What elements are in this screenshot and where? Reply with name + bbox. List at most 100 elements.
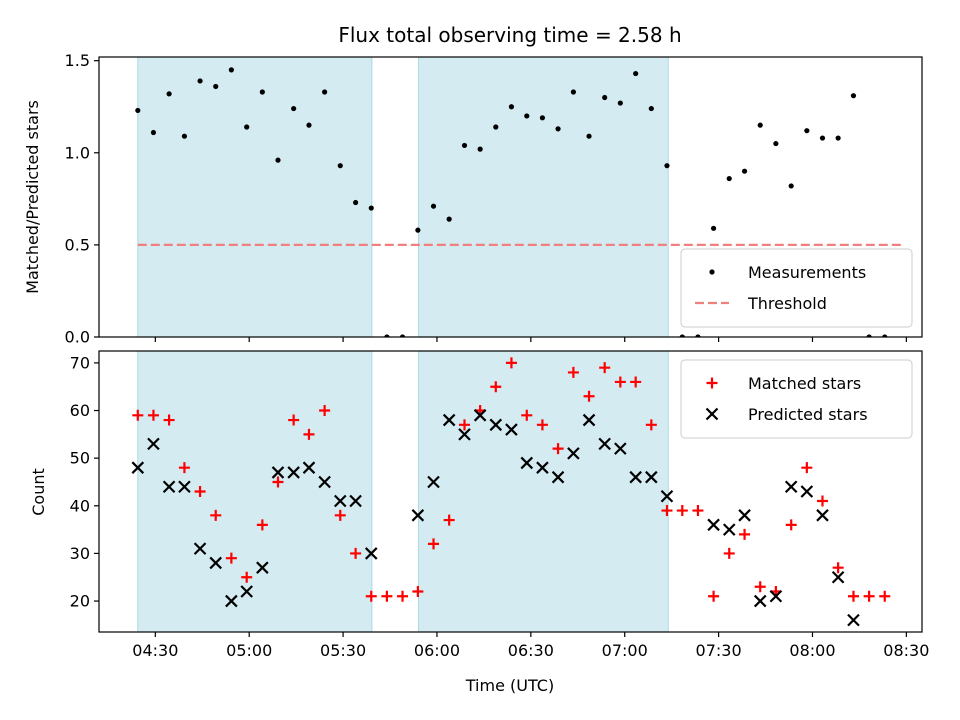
point-count-s0-46 [847, 590, 859, 602]
bottom-y-axis-label: Count [29, 468, 48, 516]
point-count-s0-3 [178, 462, 190, 474]
point-ratio-s0-2 [166, 91, 172, 97]
point-count-s0-5 [210, 509, 222, 521]
point-ratio-s0-13 [337, 163, 343, 169]
point-count-s1-26 [567, 447, 580, 460]
point-ratio-s0-32 [633, 70, 639, 77]
point-count-s1-15 [364, 547, 378, 560]
point-count-s0-38 [723, 547, 735, 559]
point-count-s1-9 [271, 466, 285, 479]
point-count-s0-27 [552, 443, 564, 455]
point-count-s1-33 [707, 518, 720, 532]
point-count-s0-20 [443, 514, 455, 526]
point-ratio-s0-20 [446, 216, 452, 222]
point-count-s0-32 [630, 376, 642, 388]
legend-label-count-1: Predicted stars [748, 405, 868, 424]
point-ratio-s0-29 [586, 133, 592, 139]
point-ratio-s0-24 [508, 104, 515, 110]
point-ratio-s0-23 [493, 124, 499, 130]
point-count-s1-20 [473, 409, 487, 422]
point-count-s1-27 [582, 413, 596, 427]
point-count-s0-33 [645, 419, 657, 431]
point-count-s1-7 [240, 585, 253, 598]
point-ratio-s0-8 [259, 89, 265, 95]
point-count-s1-3 [178, 480, 191, 494]
point-ratio-s0-1 [150, 129, 157, 136]
point-count-s1-13 [333, 494, 347, 508]
point-count-s0-42 [785, 519, 797, 531]
point-ratio-s0-42 [788, 183, 794, 189]
point-count-s1-36 [753, 594, 767, 608]
x-tick-label-1: 05:00 [226, 641, 272, 660]
point-ratio-s0-26 [539, 115, 546, 121]
point-count-s0-44 [816, 495, 828, 507]
y-tick-label-ratio-1: 0.5 [65, 235, 90, 254]
point-count-s1-29 [614, 442, 627, 455]
point-count-s0-10 [288, 414, 300, 426]
point-ratio-s0-41 [773, 140, 779, 147]
point-count-s0-48 [879, 590, 891, 602]
point-count-s0-29 [583, 390, 595, 402]
point-ratio-s0-25 [524, 113, 530, 119]
point-count-s1-37 [769, 590, 783, 603]
y-tick-label-count-4: 60 [70, 401, 90, 420]
point-count-s0-8 [256, 519, 268, 531]
point-ratio-s0-37 [710, 225, 717, 231]
y-tick-label-ratio-3: 1.5 [65, 51, 90, 70]
legend-label-count-0: Matched stars [748, 374, 861, 393]
point-count-s0-35 [676, 505, 688, 517]
legend-marker-count-1 [705, 407, 719, 421]
point-count-s0-15 [365, 590, 377, 602]
point-ratio-s0-10 [291, 105, 297, 112]
x-tick-label-7: 08:00 [789, 641, 835, 660]
x-tick-label-4: 06:30 [508, 641, 554, 660]
axes-frame-count [98, 350, 923, 633]
point-ratio-s0-7 [244, 124, 250, 130]
legend-marker-count-0 [706, 377, 718, 389]
y-tick-label-count-5: 70 [70, 353, 90, 372]
point-count-s0-17 [397, 590, 409, 602]
point-count-s1-6 [225, 594, 238, 608]
point-count-s1-25 [551, 470, 565, 484]
point-ratio-s0-43 [804, 128, 810, 134]
point-ratio-s0-4 [197, 78, 203, 84]
point-ratio-s0-9 [275, 157, 281, 163]
x-tick-label-6: 07:30 [696, 641, 742, 660]
point-count-s1-32 [660, 489, 674, 503]
point-count-s0-11 [303, 428, 315, 440]
point-count-s1-2 [162, 480, 176, 494]
point-ratio-s0-46 [850, 93, 857, 99]
point-count-s0-25 [521, 409, 533, 421]
legend-marker-ratio-0 [709, 269, 715, 275]
point-ratio-s0-19 [430, 203, 437, 209]
shade-band-ratio-0 [137, 56, 373, 338]
point-count-s0-18 [412, 586, 424, 598]
point-count-s0-12 [319, 405, 331, 417]
point-count-s1-23 [520, 456, 534, 470]
point-ratio-s0-14 [353, 199, 359, 206]
chart-title: Flux total observing time = 2.58 h [338, 23, 681, 47]
point-count-s1-16 [411, 509, 425, 522]
point-count-s1-8 [256, 561, 269, 574]
point-ratio-s0-34 [664, 163, 670, 169]
point-count-s1-30 [629, 470, 642, 484]
point-ratio-s0-0 [135, 107, 141, 114]
point-count-s0-9 [272, 476, 284, 488]
point-ratio-s0-31 [617, 100, 623, 106]
point-count-s1-28 [598, 437, 611, 451]
y-tick-label-count-2: 40 [70, 496, 90, 515]
point-ratio-s0-30 [602, 94, 608, 101]
axes-frame-ratio [98, 56, 923, 338]
point-ratio-s0-15 [368, 205, 374, 211]
point-count-s1-4 [193, 542, 207, 555]
y-tick-label-ratio-2: 1.0 [65, 143, 90, 162]
point-ratio-s0-22 [477, 146, 483, 152]
point-count-s1-17 [427, 475, 440, 489]
point-ratio-s0-38 [726, 175, 732, 182]
x-tick-label-8: 08:30 [883, 641, 929, 660]
shade-band-count-0 [137, 350, 373, 633]
point-count-s0-0 [132, 409, 144, 421]
point-count-s0-34 [661, 505, 673, 517]
point-ratio-s0-36 [695, 334, 701, 337]
